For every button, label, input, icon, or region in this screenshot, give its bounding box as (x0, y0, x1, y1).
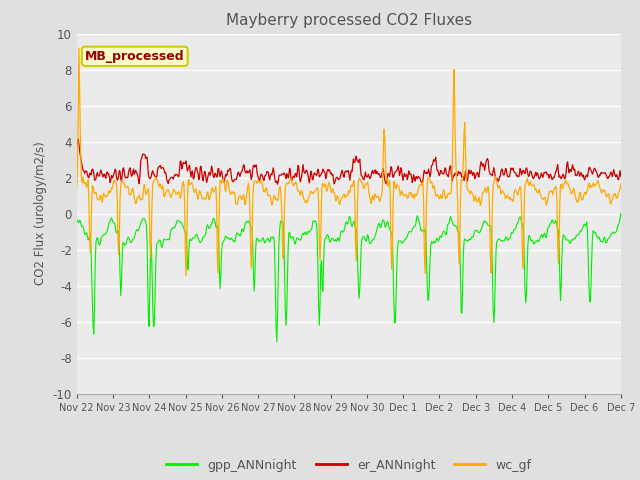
wc_gf (285, 178, 293, 184)
gpp_ANNnight (237, 233, 244, 239)
er_ANNnight (73, 145, 81, 151)
er_ANNnight (237, 169, 245, 175)
gpp_ANNnight (436, 233, 444, 239)
gpp_ANNnight (73, 217, 81, 223)
er_ANNnight (274, 181, 282, 187)
Legend: gpp_ANNnight, er_ANNnight, wc_gf: gpp_ANNnight, er_ANNnight, wc_gf (161, 454, 536, 477)
gpp_ANNnight (406, 228, 413, 234)
Line: wc_gf: wc_gf (77, 48, 621, 276)
gpp_ANNnight (264, 236, 271, 241)
Line: gpp_ANNnight: gpp_ANNnight (77, 214, 621, 342)
er_ANNnight (74, 136, 82, 142)
gpp_ANNnight (285, 230, 292, 236)
wc_gf (265, 192, 273, 198)
wc_gf (238, 196, 246, 202)
wc_gf (406, 191, 414, 197)
Line: er_ANNnight: er_ANNnight (77, 139, 621, 184)
Title: Mayberry processed CO2 Fluxes: Mayberry processed CO2 Fluxes (226, 13, 472, 28)
wc_gf (75, 45, 83, 51)
er_ANNnight (264, 169, 272, 175)
gpp_ANNnight (617, 211, 625, 216)
er_ANNnight (138, 156, 145, 161)
wc_gf (73, 184, 81, 190)
er_ANNnight (617, 173, 625, 179)
er_ANNnight (285, 166, 293, 171)
Text: MB_processed: MB_processed (85, 50, 184, 63)
Y-axis label: CO2 Flux (urology/m2/s): CO2 Flux (urology/m2/s) (34, 142, 47, 286)
wc_gf (138, 196, 145, 202)
wc_gf (437, 192, 445, 198)
er_ANNnight (437, 168, 445, 173)
gpp_ANNnight (137, 221, 145, 227)
er_ANNnight (406, 172, 414, 178)
wc_gf (617, 181, 625, 187)
wc_gf (182, 273, 190, 279)
gpp_ANNnight (273, 339, 281, 345)
